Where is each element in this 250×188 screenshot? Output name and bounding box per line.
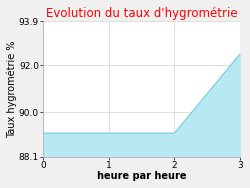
Y-axis label: Taux hygrométrie %: Taux hygrométrie % — [7, 40, 18, 138]
X-axis label: heure par heure: heure par heure — [97, 171, 186, 181]
Title: Evolution du taux d'hygrométrie: Evolution du taux d'hygrométrie — [46, 7, 237, 20]
